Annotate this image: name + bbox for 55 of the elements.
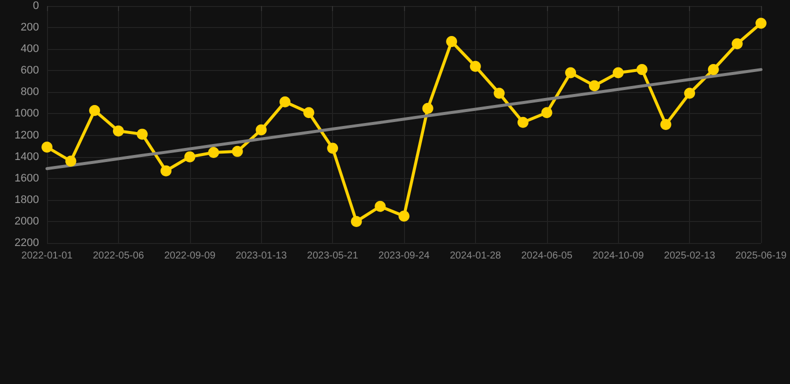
point <box>350 216 362 227</box>
point <box>708 64 719 76</box>
y-tick-label: 2000 <box>14 215 39 228</box>
point <box>660 119 672 130</box>
point <box>636 64 648 76</box>
point <box>446 36 458 48</box>
x-tick-label: 2025-02-13 <box>664 250 716 262</box>
point <box>65 156 76 167</box>
point <box>518 116 528 128</box>
point <box>303 107 314 118</box>
x-tick-label: 2023-01-13 <box>236 250 288 262</box>
point <box>565 67 576 78</box>
point <box>256 124 267 136</box>
x-tick-label: 2025-06-19 <box>735 250 788 262</box>
point <box>42 142 52 153</box>
y-tick-label: 2200 <box>14 237 39 249</box>
y-tick-label: 1600 <box>14 172 39 184</box>
point <box>470 60 481 72</box>
x-tick-label: 2023-09-24 <box>378 250 430 262</box>
x-tick-label: 2023-05-21 <box>307 250 359 262</box>
point <box>374 200 386 212</box>
point <box>588 80 600 92</box>
point <box>756 18 766 29</box>
x-tick-label: 2022-09-09 <box>164 250 216 262</box>
x-tick-label: 2022-05-06 <box>92 250 144 262</box>
y-tick-label: 600 <box>20 64 39 77</box>
point <box>160 165 172 176</box>
y-tick-label: 1200 <box>14 129 39 142</box>
point <box>612 67 624 78</box>
point <box>184 151 196 162</box>
point <box>684 88 696 99</box>
point <box>112 125 124 136</box>
x-tick-label: 2024-01-28 <box>450 250 502 262</box>
point <box>280 96 290 108</box>
point <box>541 107 552 118</box>
point <box>89 105 100 116</box>
point <box>732 38 743 50</box>
point <box>232 146 243 157</box>
x-tick-label: 2022-01-01 <box>21 250 74 262</box>
x-tick-label: 2024-10-09 <box>592 250 644 262</box>
point <box>398 210 410 222</box>
y-tick-label: 200 <box>20 22 39 34</box>
point <box>494 88 505 99</box>
y-tick-label: 1800 <box>14 194 39 206</box>
point <box>208 147 220 158</box>
y-tick-label: 0 <box>32 0 39 12</box>
x-tick-label: 2024-06-05 <box>521 250 573 262</box>
y-tick-label: 800 <box>20 86 39 98</box>
point <box>136 128 148 140</box>
y-tick-label: 1000 <box>14 108 39 120</box>
line-series <box>46 68 762 170</box>
point <box>327 142 338 154</box>
y-tick-label: 400 <box>20 43 39 56</box>
y-tick-label: 1400 <box>14 150 39 163</box>
point <box>422 102 434 114</box>
